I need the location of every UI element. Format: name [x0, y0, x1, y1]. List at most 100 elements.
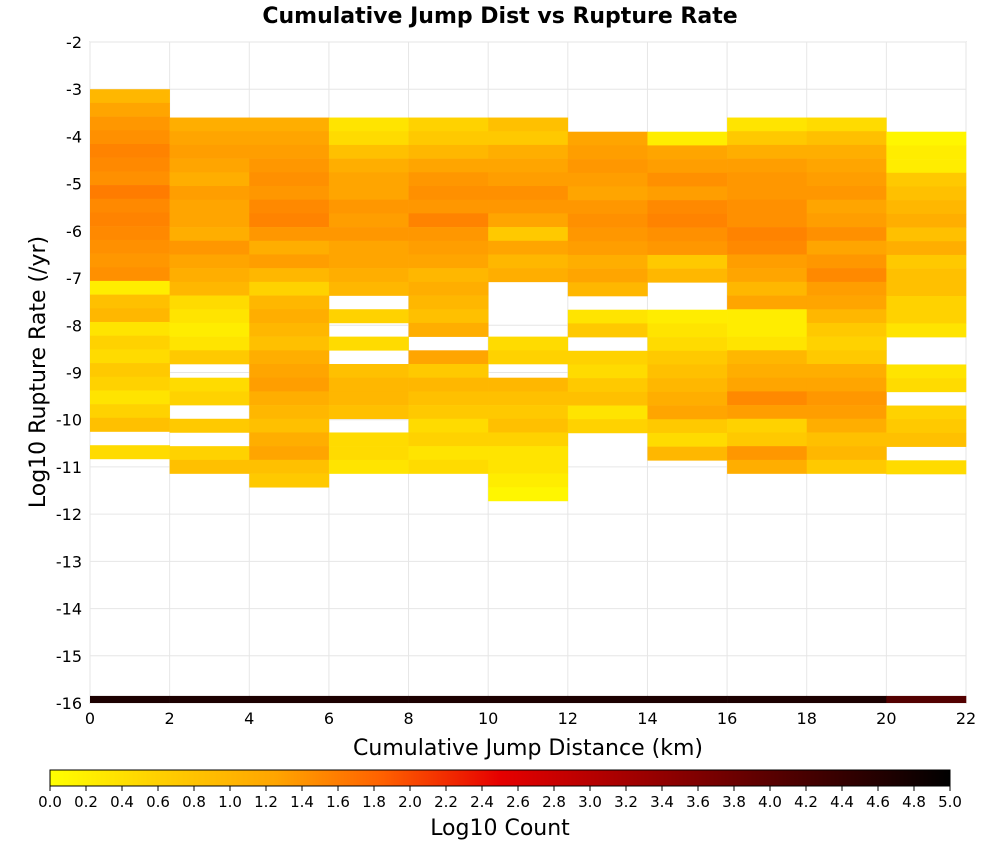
heatmap-cell [488, 377, 569, 392]
heatmap-cell [806, 295, 887, 310]
heatmap-cell [567, 364, 648, 379]
heatmap-cell [249, 172, 330, 187]
heatmap-cell [90, 294, 170, 309]
heatmap-cell [328, 446, 409, 461]
heatmap-cell [886, 378, 967, 393]
heatmap-cell [488, 405, 569, 420]
heatmap-cell [408, 117, 489, 132]
heatmap-cell [249, 446, 330, 461]
heatmap-cell [169, 254, 250, 269]
heatmap-cell [886, 309, 967, 324]
heatmap-cell [249, 227, 330, 242]
heatmap-cell [567, 172, 648, 187]
heatmap-cell [90, 349, 170, 364]
colorbar-tick-label: 5.0 [938, 793, 962, 811]
heatmap-cell [727, 254, 808, 269]
heatmap-cell [169, 350, 250, 365]
heatmap-cell [408, 213, 489, 228]
heatmap-cell [328, 172, 409, 187]
heatmap-cell [328, 227, 409, 242]
heatmap-cell [169, 117, 250, 132]
y-tick-label: -7 [66, 269, 82, 288]
heatmap-cell [647, 695, 728, 703]
heatmap-cell [408, 227, 489, 242]
heatmap-cell [806, 186, 887, 200]
heatmap-cell [488, 487, 569, 502]
heatmap-cell [488, 391, 569, 406]
heatmap-cell [169, 268, 250, 283]
heatmap-cell [727, 295, 808, 310]
heatmap-cell [169, 377, 250, 392]
heatmap-cell [249, 432, 330, 447]
heatmap-cell [647, 405, 728, 420]
heatmap-cell [249, 336, 330, 351]
heatmap-cell [90, 212, 170, 227]
heatmap-cell [806, 172, 887, 187]
heatmap-cell [408, 418, 489, 433]
heatmap-cell [90, 171, 170, 186]
y-tick-label: -8 [66, 316, 82, 335]
y-tick-label: -3 [66, 80, 82, 99]
heatmap-cell [647, 391, 728, 406]
heatmap-cell [408, 364, 489, 378]
heatmap-cell [806, 158, 887, 173]
heatmap-cell [328, 391, 409, 406]
heatmap-cell [647, 337, 728, 352]
heatmap-cell [169, 418, 250, 433]
heatmap-cell [647, 268, 728, 283]
heatmap-cell [488, 695, 569, 703]
heatmap-cell [886, 695, 967, 703]
colorbar-tick-label: 3.0 [578, 793, 602, 811]
heatmap-cell [328, 158, 409, 173]
heatmap-cell [567, 391, 648, 406]
x-tick-label: 6 [324, 709, 334, 728]
heatmap-cell [806, 336, 887, 351]
heatmap-cell [328, 336, 409, 351]
heatmap-cell [90, 267, 170, 282]
y-tick-label: -10 [56, 411, 82, 430]
colorbar-tick-label: 0.2 [74, 793, 98, 811]
heatmap-cell [488, 336, 569, 351]
heatmap-cell [249, 459, 330, 474]
colorbar-tick-label: 0.0 [38, 793, 62, 811]
heatmap-cell [90, 116, 170, 131]
heatmap-cell [647, 446, 728, 461]
heatmap-cell [886, 432, 967, 447]
heatmap-cell [727, 186, 808, 200]
heatmap-cell [488, 418, 569, 433]
heatmap-cell [567, 227, 648, 242]
heatmap-cell [647, 241, 728, 256]
heatmap-cell [806, 446, 887, 461]
heatmap-cell [567, 695, 648, 703]
heatmap-cell [408, 377, 489, 392]
heatmap-cell [727, 227, 808, 242]
heatmap-cell [886, 282, 967, 297]
heatmap-cell [886, 405, 967, 420]
heatmap-cell [328, 695, 409, 703]
heatmap-cell [806, 199, 887, 214]
colorbar-tick-label: 1.8 [362, 793, 386, 811]
heatmap-cell [727, 695, 808, 703]
heatmap-cell [806, 268, 887, 283]
heatmap-cell [169, 213, 250, 228]
heatmap-cell [886, 200, 967, 215]
heatmap-cell [90, 253, 170, 268]
heatmap-cell [169, 446, 250, 461]
y-tick-label: -11 [56, 458, 82, 477]
heatmap-cell [886, 213, 967, 228]
heatmap-cell [727, 391, 808, 406]
heatmap-cell [567, 323, 648, 338]
heatmap-cell [488, 131, 569, 146]
heatmap-cell [249, 322, 330, 337]
heatmap-cell [90, 198, 170, 213]
heatmap-cell [328, 240, 409, 255]
heatmap-cell [886, 241, 967, 256]
colorbar-tick-label: 4.0 [758, 793, 782, 811]
heatmap-cell [647, 131, 728, 146]
heatmap-cell [90, 695, 170, 703]
colorbar-tick-labels: 0.0 0.2 0.4 0.6 0.8 1.0 1.2 1.4 1.6 1.8 2.0 2.2 2.4 2… [38, 786, 962, 811]
heatmap-cell [727, 268, 808, 283]
colorbar-tick-label: 4.6 [866, 793, 890, 811]
colorbar-tick-label: 1.4 [290, 793, 314, 811]
y-tick-label: -15 [56, 647, 82, 666]
